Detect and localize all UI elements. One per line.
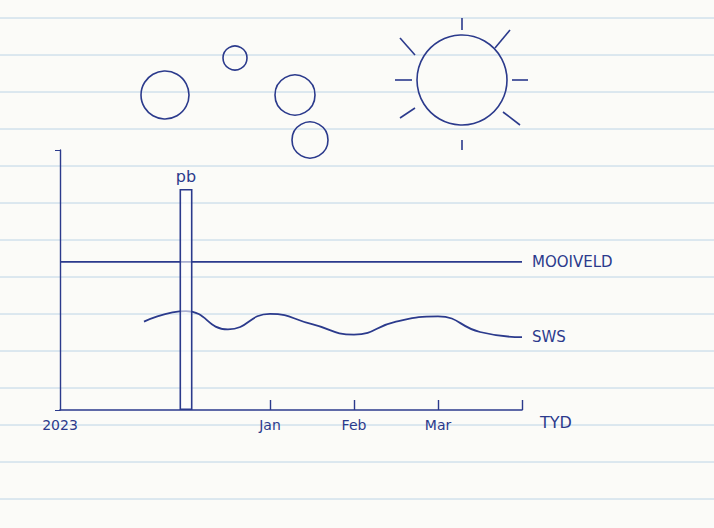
svg-text:pb: pb	[176, 167, 196, 186]
svg-text:Jan: Jan	[258, 417, 281, 433]
svg-text:SWS: SWS	[532, 328, 566, 346]
svg-text:MOOIVELD: MOOIVELD	[532, 253, 613, 271]
svg-text:2023: 2023	[42, 417, 78, 433]
svg-text:Feb: Feb	[342, 417, 367, 433]
svg-text:TYD: TYD	[539, 413, 572, 432]
svg-text:Mar: Mar	[425, 417, 452, 433]
